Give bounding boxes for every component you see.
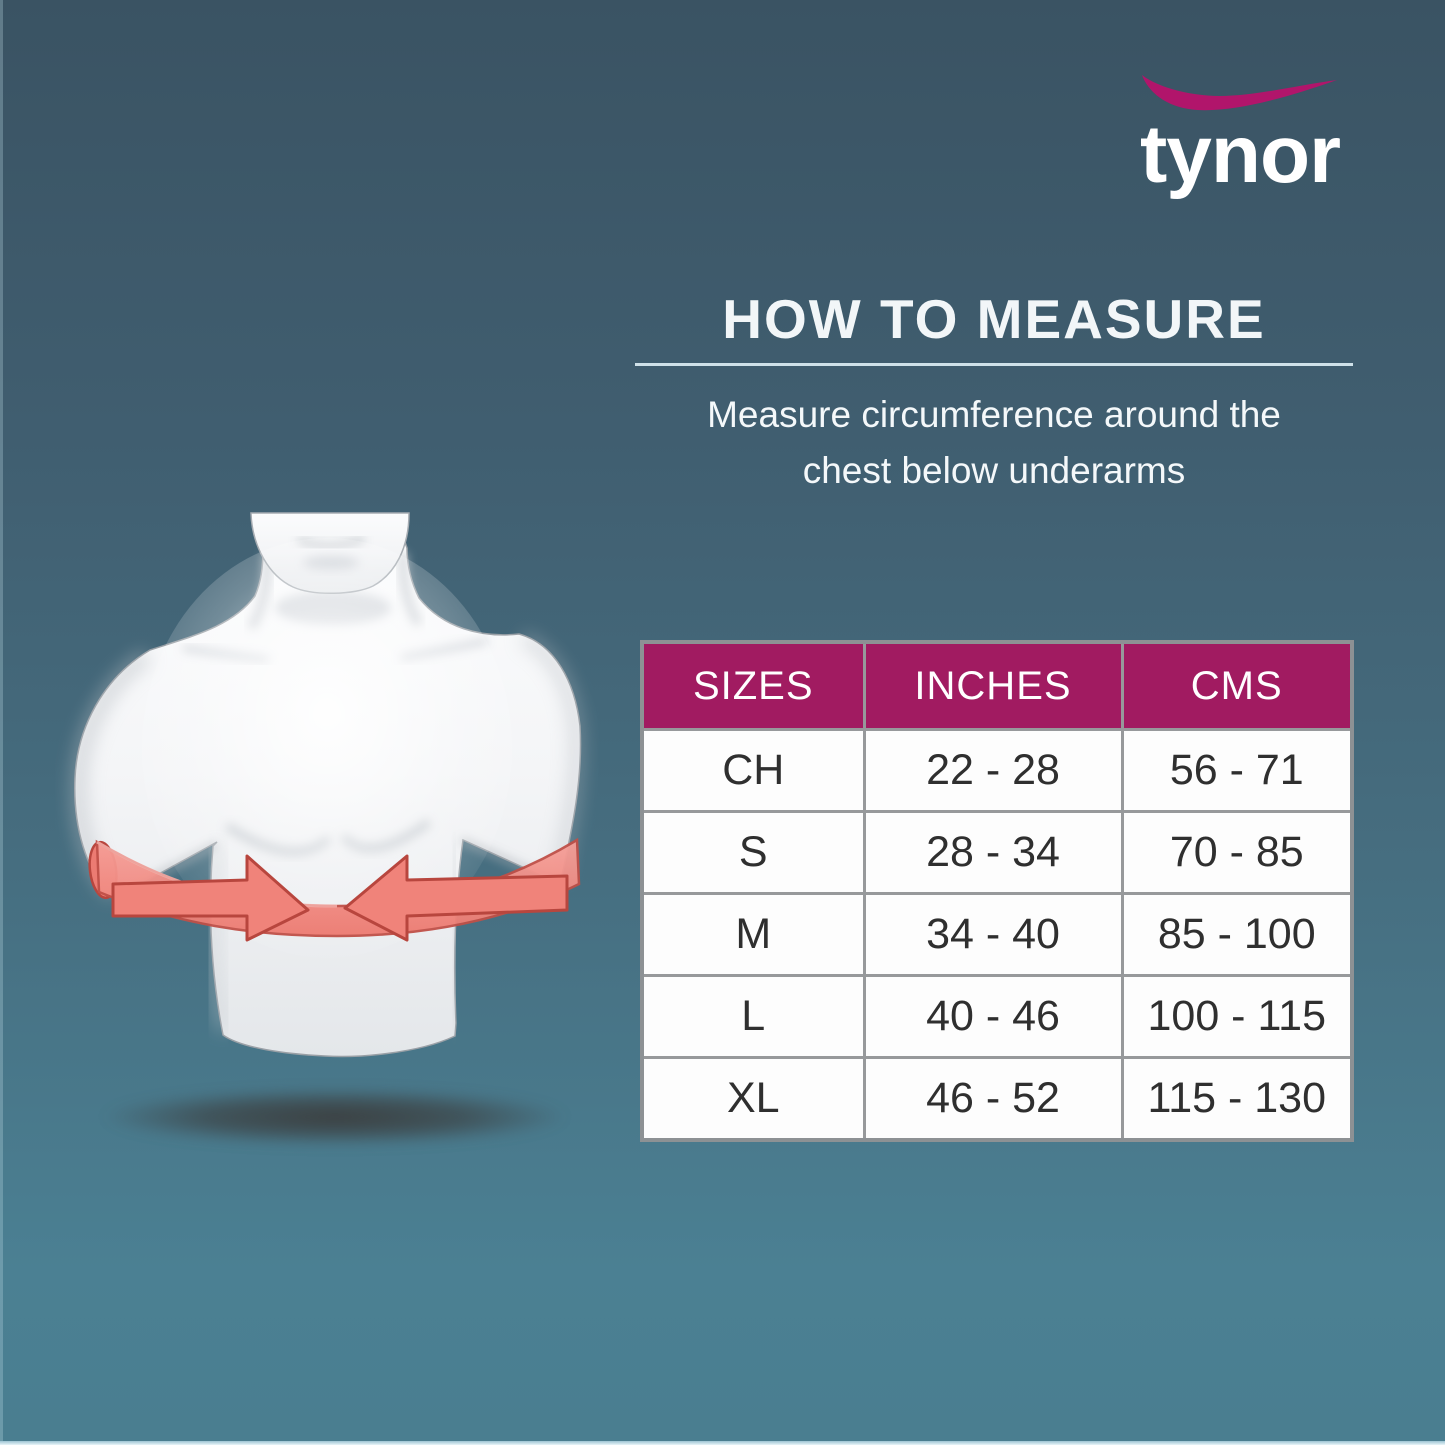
inches-cell: 34 - 40: [862, 892, 1124, 977]
table-row: CH 22 - 28 56 - 71: [640, 728, 1354, 813]
brand-swoosh-icon: [1142, 75, 1337, 111]
measure-arrows-icon: [111, 854, 569, 942]
size-table-header-row: SIZES INCHES CMS: [640, 640, 1354, 731]
measure-instructions-line2: chest below underarms: [802, 449, 1186, 491]
left-edge-highlight: [0, 0, 3, 1445]
column-header-sizes: SIZES: [640, 640, 866, 731]
cms-cell: 70 - 85: [1120, 810, 1354, 895]
arrow-right-icon: [111, 854, 310, 942]
inches-cell: 46 - 52: [862, 1056, 1124, 1142]
cms-cell: 56 - 71: [1120, 728, 1354, 813]
size-table-container: SIZES INCHES CMS CH 22 - 28 56 - 71 S 28…: [640, 640, 1354, 1142]
page-title: HOW TO MEASURE: [722, 288, 1266, 350]
table-row: M 34 - 40 85 - 100: [640, 892, 1354, 977]
arrow-left-icon: [343, 854, 569, 942]
title-divider: [635, 363, 1353, 366]
cms-cell: 85 - 100: [1120, 892, 1354, 977]
inches-cell: 40 - 46: [862, 974, 1124, 1059]
table-row: S 28 - 34 70 - 85: [640, 810, 1354, 895]
column-header-inches: INCHES: [862, 640, 1124, 731]
inches-cell: 22 - 28: [862, 728, 1124, 813]
column-header-cms: CMS: [1120, 640, 1354, 731]
size-cell: CH: [640, 728, 866, 813]
size-cell: XL: [640, 1056, 866, 1142]
torso-drop-shadow: [100, 1088, 570, 1146]
table-row: XL 46 - 52 115 - 130: [640, 1056, 1354, 1142]
measure-instructions: Measure circumference around the chest b…: [615, 387, 1373, 498]
brand-logo: tynor: [1122, 58, 1358, 196]
torso-illustration: [71, 512, 583, 1058]
bottom-edge-highlight: [0, 1441, 1445, 1445]
size-cell: M: [640, 892, 866, 977]
cms-cell: 100 - 115: [1120, 974, 1354, 1059]
cms-cell: 115 - 130: [1120, 1056, 1354, 1142]
measure-instructions-line1: Measure circumference around the: [707, 394, 1281, 435]
size-cell: S: [640, 810, 866, 895]
size-table: SIZES INCHES CMS CH 22 - 28 56 - 71 S 28…: [640, 640, 1354, 1142]
brand-wordmark: tynor: [1140, 109, 1341, 200]
inches-cell: 28 - 34: [862, 810, 1124, 895]
table-row: L 40 - 46 100 - 115: [640, 974, 1354, 1059]
size-cell: L: [640, 974, 866, 1059]
